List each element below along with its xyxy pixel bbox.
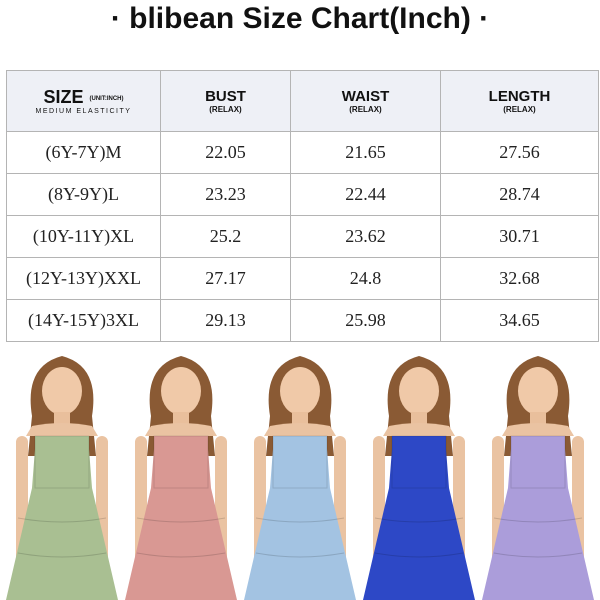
size-cell: (12Y-13Y)XXL — [6, 257, 161, 300]
value-cell: 23.62 — [290, 215, 441, 258]
table-row: (14Y-15Y)3XL 29.13 25.98 34.65 — [6, 299, 599, 342]
dress-photo — [123, 348, 239, 600]
value-cell: 24.8 — [290, 257, 441, 300]
value-cell: 32.68 — [440, 257, 599, 300]
table-row: (12Y-13Y)XXL 27.17 24.8 32.68 — [6, 257, 599, 300]
header-unit: (UNIT:INCH) — [89, 95, 124, 102]
size-cell: (10Y-11Y)XL — [6, 215, 161, 258]
value-cell: 29.13 — [160, 299, 291, 342]
dress-photo — [4, 348, 120, 600]
header-label: WAIST — [341, 87, 390, 105]
value-cell: 34.65 — [440, 299, 599, 342]
value-cell: 27.56 — [440, 131, 599, 174]
header-sub: (RELAX) — [503, 104, 536, 114]
table-row: (10Y-11Y)XL 25.2 23.62 30.71 — [6, 215, 599, 258]
header-cell: WAIST (RELAX) — [290, 70, 441, 132]
dress-photo — [242, 348, 358, 600]
page-title: · blibean Size Chart(Inch) · — [110, 2, 490, 35]
dress-photo — [361, 348, 477, 600]
value-cell: 23.23 — [160, 173, 291, 216]
header-sub: (RELAX) — [349, 104, 382, 114]
value-cell: 27.17 — [160, 257, 291, 300]
value-cell: 30.71 — [440, 215, 599, 258]
product-photos — [4, 348, 596, 600]
header-cell: SIZE (UNIT:INCH) MEDIUM ELASTICITY — [6, 70, 161, 132]
size-cell: (6Y-7Y)M — [6, 131, 161, 174]
header-row: SIZE (UNIT:INCH) MEDIUM ELASTICITY BUST (R… — [6, 70, 599, 132]
header-label: BUST — [205, 87, 246, 105]
header-label: LENGTH — [488, 87, 551, 105]
value-cell: 21.65 — [290, 131, 441, 174]
dress-photo — [480, 348, 596, 600]
header-sub: (RELAX) — [209, 104, 242, 114]
size-table: SIZE (UNIT:INCH) MEDIUM ELASTICITY BUST (R… — [6, 70, 599, 342]
value-cell: 25.98 — [290, 299, 441, 342]
header-note: MEDIUM ELASTICITY — [35, 108, 132, 115]
table-body: (6Y-7Y)M 22.05 21.65 27.56 (8Y-9Y)L 23.23 22.4… — [6, 131, 599, 342]
header-size: SIZE — [43, 87, 84, 107]
value-cell: 22.44 — [290, 173, 441, 216]
header-cell: BUST (RELAX) — [160, 70, 291, 132]
size-cell: (14Y-15Y)3XL — [6, 299, 161, 342]
table-row: (8Y-9Y)L 23.23 22.44 28.74 — [6, 173, 599, 216]
header-cell: LENGTH (RELAX) — [440, 70, 599, 132]
value-cell: 28.74 — [440, 173, 599, 216]
table-row: (6Y-7Y)M 22.05 21.65 27.56 — [6, 131, 599, 174]
value-cell: 25.2 — [160, 215, 291, 258]
size-cell: (8Y-9Y)L — [6, 173, 161, 216]
value-cell: 22.05 — [160, 131, 291, 174]
